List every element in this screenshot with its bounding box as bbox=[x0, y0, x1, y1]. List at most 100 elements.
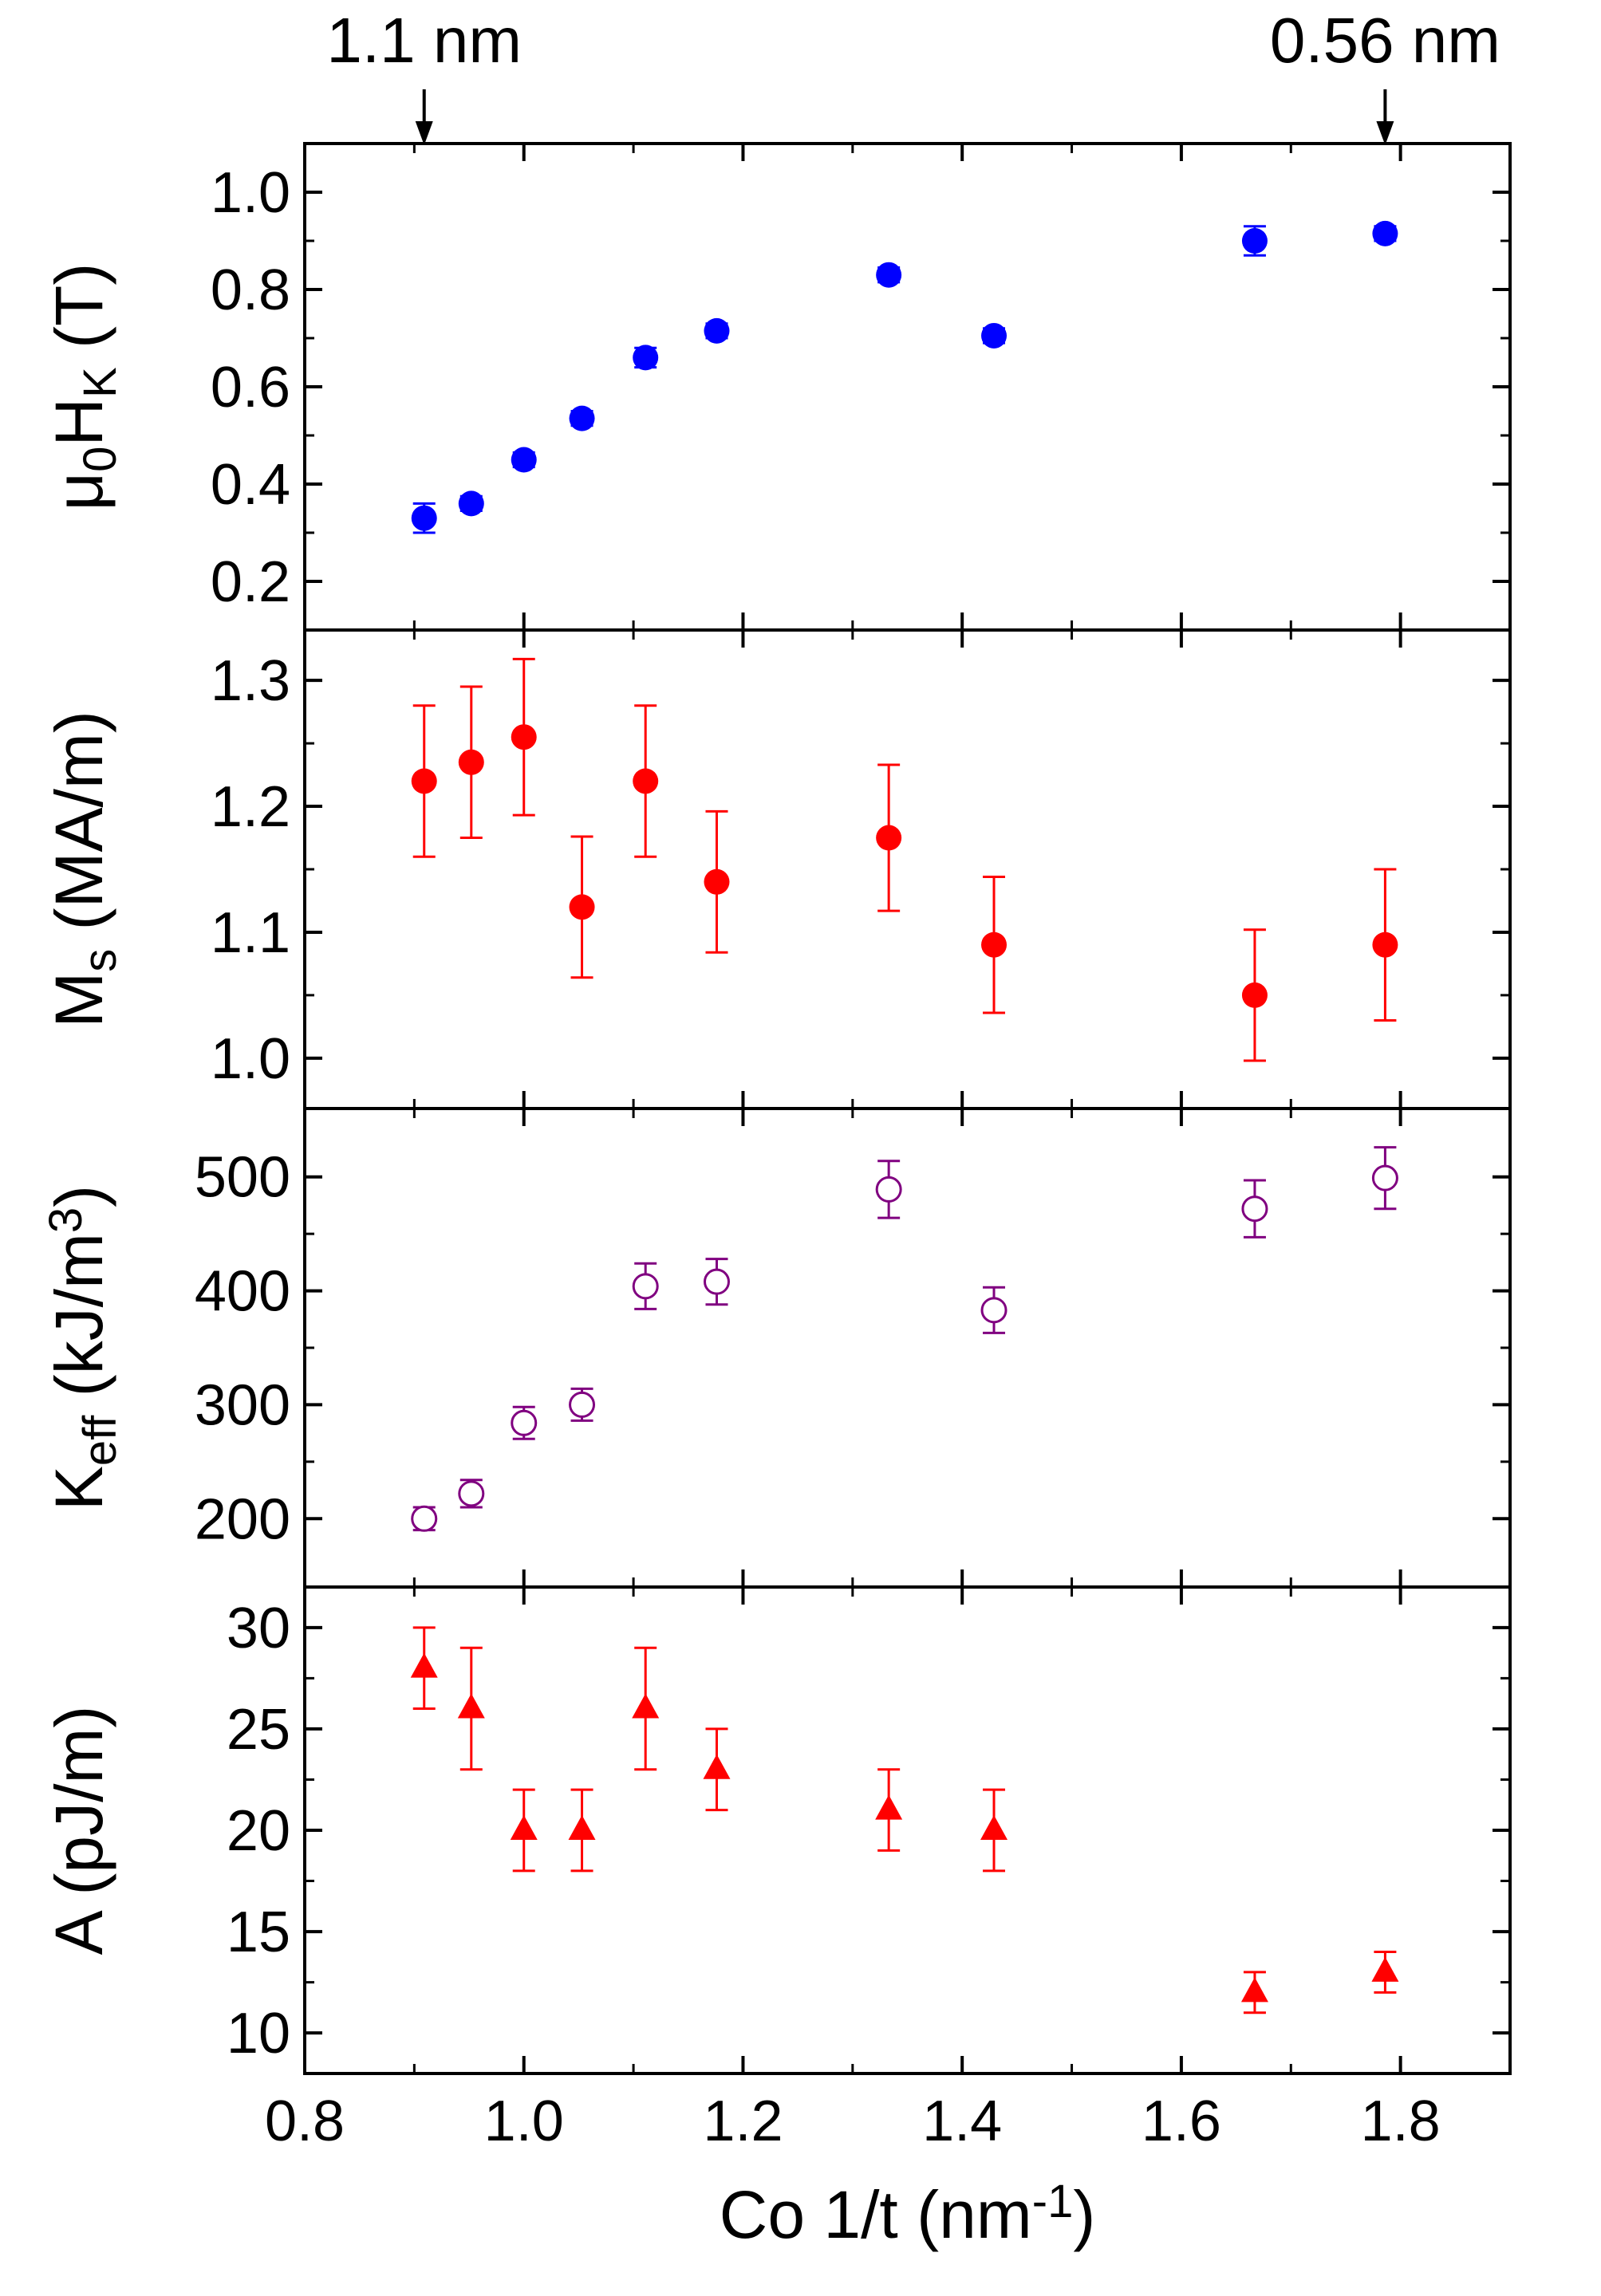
y-tick-label: 1.0 bbox=[211, 1027, 290, 1091]
y-axis-label: A (pJ/m) bbox=[41, 1706, 116, 1955]
data-point bbox=[703, 1754, 731, 1779]
data-point bbox=[458, 490, 484, 517]
y-axis-label: Ms (MA/m) bbox=[41, 711, 126, 1028]
y-axis-label-base: μ bbox=[41, 472, 116, 510]
panel-1: 0.2 0.4 0.6 0.8 1.0 μ0HK (T) bbox=[41, 142, 1512, 632]
y-tick-label: 0.8 bbox=[211, 258, 290, 322]
panel-2: 1.0 1.1 1.2 1.3 Ms (MA/m) bbox=[41, 628, 1512, 1110]
data-point bbox=[980, 1815, 1008, 1840]
data-point bbox=[510, 1815, 538, 1840]
data-point bbox=[511, 1409, 538, 1436]
y-axis-label-sub: eff bbox=[74, 1415, 126, 1466]
x-tick-label: 1.0 bbox=[484, 2089, 564, 2153]
y-tick-label: 200 bbox=[195, 1487, 290, 1551]
thickness-annotation: 0.56 nm bbox=[1270, 5, 1500, 76]
y-tick-label: 1.3 bbox=[211, 649, 290, 713]
x-tick-label: 1.4 bbox=[922, 2089, 1002, 2153]
y-tick-label: 20 bbox=[227, 1799, 290, 1863]
y-tick-label: 25 bbox=[227, 1698, 290, 1762]
y-axis-label: μ0HK (T) bbox=[41, 263, 126, 511]
data-point bbox=[410, 1652, 438, 1678]
x-tick-label: 1.2 bbox=[703, 2089, 783, 2153]
data-point bbox=[568, 1815, 596, 1840]
y-tick-label: 0.4 bbox=[211, 453, 290, 517]
y-tick-label: 300 bbox=[195, 1373, 290, 1437]
y-axis-label-tail: (T) bbox=[41, 263, 116, 368]
y-axis-label-tail: (MA/m) bbox=[41, 711, 116, 949]
y-tick-label: 500 bbox=[195, 1146, 290, 1210]
data-point bbox=[632, 1273, 659, 1300]
panel-4: 10 15 20 25 30 A (pJ/m) bbox=[41, 1585, 1512, 2075]
data-point bbox=[457, 1693, 485, 1719]
y-axis-label-sub: 0 bbox=[74, 447, 126, 472]
data-point bbox=[1372, 220, 1398, 246]
data-point bbox=[633, 768, 659, 794]
y-tick-label: 10 bbox=[227, 2002, 290, 2066]
data-point bbox=[704, 868, 730, 895]
thickness-annotation: 1.1 nm bbox=[326, 5, 522, 76]
data-point bbox=[980, 1297, 1008, 1324]
data-point bbox=[1371, 1956, 1399, 1982]
data-point bbox=[458, 1480, 485, 1507]
x-axis-label: Co 1/t (nm-1) bbox=[720, 2176, 1096, 2252]
data-point bbox=[1371, 1164, 1398, 1191]
y-axis-label-mid: (kJ/m bbox=[41, 1233, 116, 1416]
y-axis-label: Keff (kJ/m3) bbox=[40, 1185, 126, 1510]
y-tick-label: 30 bbox=[227, 1597, 290, 1660]
x-tick-label: 0.8 bbox=[265, 2089, 345, 2153]
data-point bbox=[1241, 982, 1268, 1008]
panel-frame bbox=[303, 628, 1512, 1110]
data-point bbox=[876, 825, 902, 851]
data-point bbox=[876, 262, 902, 288]
data-point bbox=[981, 322, 1008, 349]
x-tick-label: 1.6 bbox=[1142, 2089, 1221, 2153]
data-point bbox=[569, 405, 595, 431]
x-tick-label: 1.8 bbox=[1361, 2089, 1441, 2153]
data-point bbox=[1240, 1977, 1268, 2003]
data-point bbox=[632, 1693, 660, 1719]
data-point bbox=[703, 1268, 730, 1295]
y-tick-label: 1.2 bbox=[211, 775, 290, 839]
y-axis-label-mid: H bbox=[41, 398, 116, 447]
data-point bbox=[875, 1176, 902, 1203]
x-axis-label-tail: ) bbox=[1073, 2177, 1095, 2252]
y-axis-label-base: K bbox=[41, 1466, 116, 1510]
data-point bbox=[569, 894, 595, 920]
panel-frame bbox=[303, 1107, 1512, 1589]
y-tick-label: 15 bbox=[227, 1900, 290, 1964]
data-point bbox=[981, 931, 1008, 958]
data-point bbox=[1372, 931, 1398, 958]
y-axis-label-base: A bbox=[41, 1910, 116, 1955]
y-axis-label-sub: K bbox=[74, 367, 126, 398]
y-axis-label-tail: (pJ/m) bbox=[41, 1706, 116, 1914]
data-point bbox=[511, 724, 537, 750]
annotation-arrow-head bbox=[1376, 121, 1394, 145]
y-tick-label: 1.1 bbox=[211, 901, 290, 965]
data-point bbox=[458, 749, 484, 775]
panel-frame bbox=[303, 142, 1512, 632]
panel-frame bbox=[303, 1585, 1512, 2075]
y-tick-label: 0.2 bbox=[211, 550, 290, 614]
y-axis-label-base: M bbox=[41, 972, 116, 1028]
y-tick-label: 1.0 bbox=[211, 161, 290, 225]
data-point bbox=[411, 505, 437, 531]
data-point bbox=[569, 1391, 596, 1418]
annotation-arrow-head bbox=[415, 121, 433, 145]
y-axis-label-sub: s bbox=[74, 949, 126, 972]
data-point bbox=[633, 345, 659, 371]
data-point bbox=[1241, 1195, 1268, 1223]
y-tick-label: 0.6 bbox=[211, 356, 290, 419]
x-axis-label-sup: -1 bbox=[1032, 2176, 1074, 2227]
y-axis-label-tail: ) bbox=[41, 1185, 116, 1207]
data-point bbox=[704, 317, 730, 344]
y-axis-label-sup: 3 bbox=[40, 1207, 92, 1233]
x-axis-label-main: Co 1/t (nm bbox=[720, 2177, 1032, 2252]
data-point bbox=[875, 1794, 903, 1820]
data-point bbox=[411, 768, 437, 794]
y-tick-label: 400 bbox=[195, 1260, 290, 1324]
data-point bbox=[411, 1505, 438, 1532]
panel-3: 200 300 400 500 Keff (kJ/m3) bbox=[40, 1107, 1512, 1589]
data-point bbox=[511, 447, 537, 473]
